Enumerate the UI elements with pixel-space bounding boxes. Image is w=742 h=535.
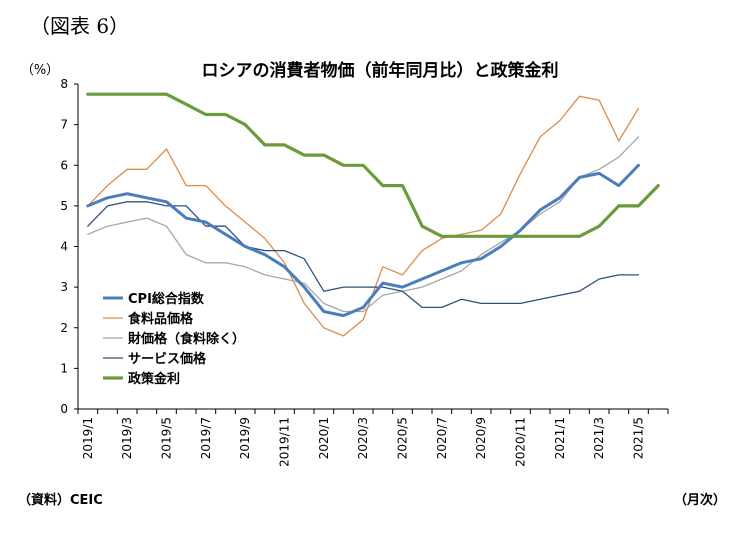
x-tick-label: 2020/9 bbox=[474, 417, 488, 459]
legend-label: CPI総合指数 bbox=[128, 291, 205, 307]
series-line-0 bbox=[86, 163, 640, 318]
series-line-1 bbox=[87, 95, 640, 337]
x-tick-label: 2021/3 bbox=[592, 417, 606, 459]
legend-label: 食料品価格 bbox=[128, 311, 194, 327]
x-axis-ticks: 2019/1 2019/3 2019/5 2019/7 2019/9 2019/11 202… bbox=[77, 409, 669, 467]
x-tick-label: 2019/9 bbox=[238, 417, 252, 459]
legend-label: サービス価格 bbox=[128, 351, 207, 367]
series-line-4 bbox=[86, 92, 660, 238]
y-tick-label: 5 bbox=[60, 199, 68, 213]
x-tick-label: 2020/7 bbox=[435, 417, 449, 459]
x-tick-label: 2019/7 bbox=[199, 417, 213, 459]
series-line-3 bbox=[87, 201, 640, 309]
x-tick-label: 2021/1 bbox=[553, 417, 567, 459]
x-tick-label: 2019/5 bbox=[160, 417, 174, 459]
legend-label: 政策金利 bbox=[128, 371, 180, 387]
y-tick-label: 7 bbox=[60, 118, 68, 132]
x-tick-label: 2021/5 bbox=[632, 417, 646, 459]
x-axis-unit-label: （月次） bbox=[674, 493, 727, 508]
y-axis-ticks: 0 1 2 3 4 5 6 7 8 bbox=[60, 77, 78, 416]
series-line-2 bbox=[87, 136, 640, 313]
y-tick-label: 8 bbox=[60, 77, 68, 91]
y-tick-label: 0 bbox=[60, 402, 68, 416]
y-tick-label: 4 bbox=[60, 240, 68, 254]
y-tick-label: 2 bbox=[60, 321, 68, 335]
x-tick-label: 2019/1 bbox=[81, 417, 95, 459]
y-tick-label: 6 bbox=[60, 158, 68, 172]
series-lines bbox=[86, 92, 660, 337]
figure-label: （図表 6） bbox=[30, 14, 130, 38]
x-tick-label: 2019/3 bbox=[120, 417, 134, 459]
y-tick-label: 3 bbox=[60, 280, 68, 294]
x-tick-label: 2019/11 bbox=[278, 417, 292, 467]
chart-title: ロシアの消費者物価（前年同月比）と政策金利 bbox=[202, 60, 559, 81]
source-note: （資料）CEIC bbox=[18, 493, 103, 508]
x-tick-label: 2020/3 bbox=[356, 417, 370, 459]
y-tick-label: 1 bbox=[60, 361, 68, 375]
y-axis-unit-label: （%） bbox=[21, 63, 59, 78]
x-tick-label: 2020/1 bbox=[317, 417, 331, 459]
x-tick-label: 2020/11 bbox=[514, 417, 528, 467]
legend-label: 財価格（食料除く） bbox=[127, 331, 245, 347]
x-tick-label: 2020/5 bbox=[396, 417, 410, 459]
